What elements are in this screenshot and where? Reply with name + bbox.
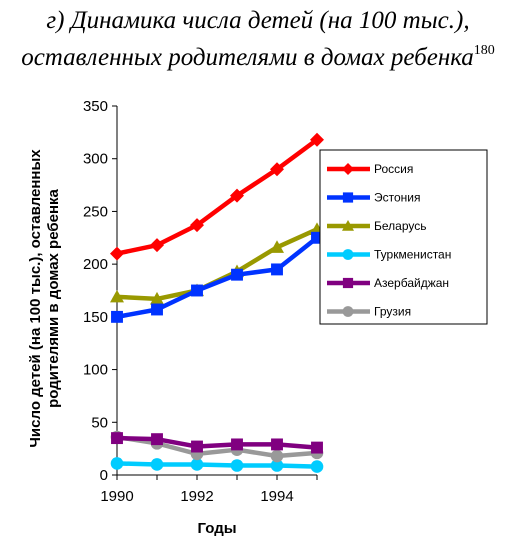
data-point	[270, 240, 284, 253]
chart-title: г) Динамика числа детей (на 100 тыс.), о…	[0, 6, 516, 73]
data-point	[270, 459, 284, 472]
series-line	[116, 137, 319, 256]
chart-title-line2: оставленных родителями в домах ребенка18…	[0, 36, 516, 73]
data-point	[190, 458, 204, 471]
data-point	[110, 289, 124, 303]
y-tick-label: 50	[91, 414, 108, 431]
series-line	[116, 461, 318, 469]
data-point	[191, 440, 203, 453]
data-point	[111, 432, 123, 445]
series-0	[110, 132, 324, 261]
data-point	[342, 163, 354, 175]
legend-label: Беларусь	[374, 219, 426, 233]
y-tick-label: 100	[83, 362, 108, 379]
legend-item: Грузия	[327, 305, 411, 319]
data-point	[230, 459, 244, 472]
data-point	[342, 192, 354, 203]
x-tick-label: 1990	[100, 488, 133, 505]
legend-box	[319, 149, 488, 325]
legend-label: Азербайджан	[374, 276, 449, 290]
series-line	[116, 434, 318, 459]
data-point	[311, 231, 323, 244]
data-point	[311, 441, 323, 454]
data-point	[342, 249, 354, 260]
data-point	[191, 284, 203, 297]
legend-item: Туркменистан	[327, 248, 451, 262]
data-point	[150, 238, 164, 253]
legend-item: Беларусь	[327, 219, 426, 233]
data-point	[150, 458, 164, 471]
y-tick-label: 250	[83, 203, 108, 220]
data-point	[310, 460, 324, 473]
data-point	[231, 438, 243, 451]
y-tick-label: 350	[83, 98, 108, 115]
y-tick-label: 200	[83, 256, 108, 273]
data-point	[230, 188, 244, 203]
data-point	[342, 220, 354, 231]
data-point	[271, 438, 283, 451]
series-lines	[110, 132, 324, 473]
data-point	[342, 306, 354, 317]
y-axis-label: Число детей (на 100 тыс.), оставленных ро…	[27, 149, 62, 448]
y-axis-label-line: Число детей (на 100 тыс.), оставленных	[27, 149, 44, 448]
series-line	[116, 435, 318, 450]
chart-title-line1: г) Динамика числа детей (на 100 тыс.),	[46, 7, 470, 34]
series-3	[110, 457, 324, 473]
chart-title-line2-text: оставленных родителями в домах ребенка	[21, 44, 474, 71]
data-point	[270, 162, 284, 177]
footnote-ref: 180	[473, 43, 495, 58]
legend: Россия Эстония Беларусь Туркменистан Азербай…	[319, 149, 488, 325]
y-axis-label-line: родителями в домах ребенка	[45, 188, 62, 407]
data-point	[111, 310, 123, 323]
x-tick-label: 1994	[260, 488, 293, 505]
data-point	[271, 263, 283, 276]
y-tick-label: 0	[100, 467, 108, 484]
data-point	[110, 457, 124, 470]
x-tick-label: 1992	[180, 488, 213, 505]
x-tick-labels: 1990 1992 1994	[100, 488, 293, 505]
y-tick-label: 150	[83, 309, 108, 326]
data-point	[150, 291, 164, 305]
data-point	[310, 132, 324, 147]
series-4	[111, 432, 323, 454]
x-axis-label: Годы	[197, 520, 236, 537]
data-point	[270, 449, 284, 463]
legend-label: Эстония	[374, 191, 421, 205]
legend-label: Туркменистан	[374, 248, 451, 262]
series-line	[116, 236, 319, 320]
legend-item: Азербайджан	[327, 276, 449, 290]
legend-item: Эстония	[327, 191, 421, 205]
y-tick-labels: 0 50 100 150 200 250 300 350	[83, 98, 108, 484]
data-point	[110, 246, 124, 261]
series-1	[111, 231, 323, 323]
data-point	[190, 218, 204, 233]
data-point	[231, 268, 243, 281]
legend-label: Россия	[374, 162, 413, 176]
data-point	[151, 303, 163, 316]
y-tick-label: 300	[83, 151, 108, 168]
legend-item: Россия	[327, 162, 413, 176]
series-2	[110, 222, 324, 305]
data-point	[342, 277, 354, 289]
legend-label: Грузия	[374, 305, 411, 319]
data-point	[151, 433, 163, 446]
